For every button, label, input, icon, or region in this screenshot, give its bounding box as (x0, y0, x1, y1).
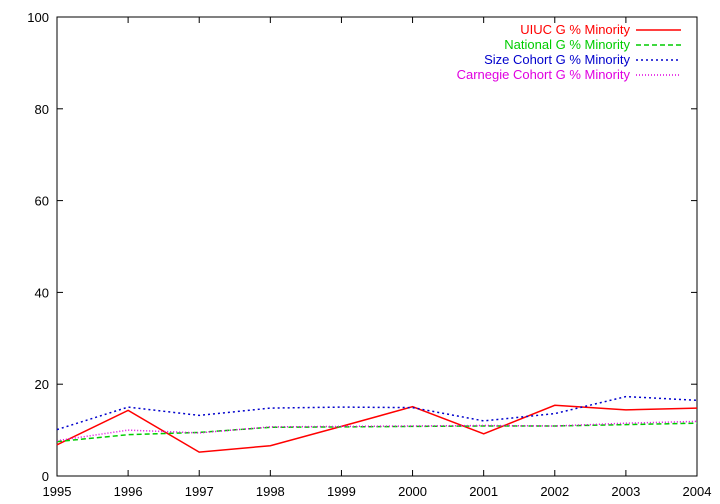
x-tick-label: 2001 (469, 484, 498, 499)
y-tick-label: 0 (42, 469, 49, 484)
legend-label: Size Cohort G % Minority (484, 52, 630, 67)
y-tick-label: 100 (27, 10, 49, 25)
series-line-0 (56, 404, 698, 453)
x-tick-label: 2002 (540, 484, 569, 499)
series-group (56, 395, 698, 453)
y-tick-label: 60 (35, 194, 49, 209)
series-line-2 (56, 395, 698, 431)
x-tick-label: 1998 (256, 484, 285, 499)
y-tick-label: 20 (35, 377, 49, 392)
legend-label: Carnegie Cohort G % Minority (457, 67, 631, 82)
x-tick-label: 1999 (327, 484, 356, 499)
y-tick-label: 40 (35, 285, 49, 300)
axes: 0 20 40 60 80 100 1995 1996 1997 1998 1999 2000 2001… (27, 10, 711, 499)
x-tick-label: 1996 (114, 484, 143, 499)
x-tick-label: 2000 (398, 484, 427, 499)
legend-label: UIUC G % Minority (520, 22, 630, 37)
legend-label: National G % Minority (504, 37, 630, 52)
x-tick-label: 2003 (611, 484, 640, 499)
series-line-3 (56, 420, 698, 442)
x-tick-label: 1997 (185, 484, 214, 499)
x-tick-label: 1995 (43, 484, 72, 499)
x-tick-label: 2004 (683, 484, 712, 499)
y-tick-label: 80 (35, 102, 49, 117)
plot-frame (56, 16, 698, 477)
